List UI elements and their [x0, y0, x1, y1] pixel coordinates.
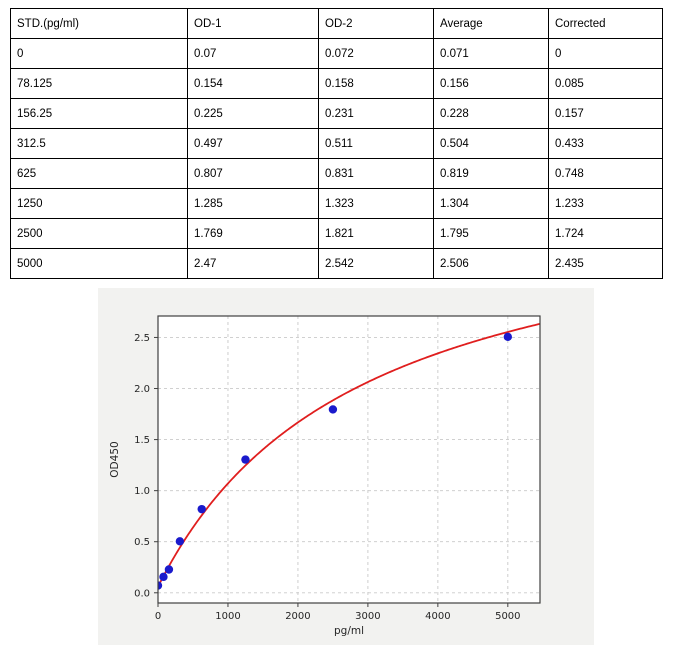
table-cell: 2.47	[187, 248, 319, 279]
table-cell: 0.231	[318, 98, 434, 129]
table-cell: 2.435	[548, 248, 663, 279]
table-cell: 0	[548, 38, 663, 69]
y-tick-label: 1.5	[134, 435, 150, 446]
table-cell: 0.433	[548, 128, 663, 159]
y-tick-label: 0.0	[134, 588, 150, 599]
table-cell: 0.156	[433, 68, 549, 99]
x-tick-label: 0	[155, 611, 161, 622]
table-cell: 625	[10, 158, 188, 189]
x-tick-label: 4000	[425, 611, 450, 622]
table-row: 1250 1.285 1.323 1.304 1.233	[10, 188, 663, 219]
data-point	[241, 455, 250, 464]
table-row: 78.125 0.154 0.158 0.156 0.085	[10, 68, 663, 99]
table-cell: 0.158	[318, 68, 434, 99]
table-cell: 0.497	[187, 128, 319, 159]
table-cell: 1250	[10, 188, 188, 219]
table-cell: 1.795	[433, 218, 549, 249]
y-tick-label: 0.5	[134, 537, 150, 548]
table-cell: 0.228	[433, 98, 549, 129]
table-row: 2500 1.769 1.821 1.795 1.724	[10, 218, 663, 249]
data-point	[197, 504, 206, 514]
x-tick-label: 1000	[215, 611, 240, 622]
data-point	[503, 332, 513, 342]
column-header: STD.(pg/ml)	[10, 8, 188, 39]
table-row: 5000 2.47 2.542 2.506 2.435	[10, 248, 663, 279]
column-header: Corrected	[548, 8, 663, 39]
table-cell: 0.511	[318, 128, 434, 159]
table-cell: 0	[10, 38, 188, 69]
table-cell: 0.072	[318, 38, 434, 69]
data-point	[328, 405, 338, 414]
table-cell: 78.125	[10, 68, 188, 99]
table-cell: 0.831	[318, 158, 434, 189]
table-cell: 0.504	[433, 128, 549, 159]
table-cell: 0.807	[187, 158, 319, 189]
table-cell: 0.071	[433, 38, 549, 69]
data-point	[175, 537, 185, 546]
table-cell: 1.821	[318, 218, 434, 249]
data-point	[164, 565, 174, 574]
fit-curve	[158, 322, 540, 588]
table-cell: 2.542	[318, 248, 434, 279]
plot-area	[158, 316, 540, 603]
table-cell: 0.07	[187, 38, 319, 69]
table-cell: 0.748	[548, 158, 663, 189]
y-tick-label: 2.0	[134, 384, 150, 395]
table-cell: 2.506	[433, 248, 549, 279]
y-tick-label: 2.5	[134, 333, 150, 344]
table-cell: 1.285	[187, 188, 319, 219]
table-cell: 1.304	[433, 188, 549, 219]
axes-frame	[157, 315, 541, 604]
table-cell: 0.157	[548, 98, 663, 129]
table-header-row: STD.(pg/ml) OD-1 OD-2 Average Corrected	[10, 8, 663, 39]
table-row: 312.5 0.497 0.511 0.504 0.433	[10, 128, 663, 159]
table-cell: 1.724	[548, 218, 663, 249]
x-axis-label: pg/ml	[334, 625, 364, 637]
column-header: OD-1	[187, 8, 319, 39]
standard-curve-panel: 0 1000 2000 3000 4000 5000 0.0 0.5 1.0 1.5 2.0 2.5 p…	[98, 288, 594, 645]
y-tick-label: 1.0	[134, 486, 150, 497]
table-row: 156.25 0.225 0.231 0.228 0.157	[10, 98, 663, 129]
table-cell: 0.225	[187, 98, 319, 129]
table-row: 625 0.807 0.831 0.819 0.748	[10, 158, 663, 189]
table-cell: 312.5	[10, 128, 188, 159]
table-cell: 0.085	[548, 68, 663, 99]
table-row: 0 0.07 0.072 0.071 0	[10, 38, 663, 69]
column-header: OD-2	[318, 8, 434, 39]
table-cell: 1.769	[187, 218, 319, 249]
table-cell: 1.323	[318, 188, 434, 219]
y-axis-label: OD450	[109, 441, 121, 477]
table-cell: 156.25	[10, 98, 188, 129]
standard-curve-chart: 0 1000 2000 3000 4000 5000 0.0 0.5 1.0 1.5 2.0 2.5 p…	[109, 315, 541, 637]
table-cell: 0.819	[433, 158, 549, 189]
column-header: Average	[433, 8, 549, 39]
standards-table: STD.(pg/ml) OD-1 OD-2 Average Corrected 0 0.0…	[10, 8, 663, 279]
x-tick-label: 2000	[285, 611, 310, 622]
table-cell: 5000	[10, 248, 188, 279]
x-tick-label: 3000	[355, 611, 380, 622]
data-point	[159, 572, 168, 582]
table-cell: 1.233	[548, 188, 663, 219]
data-point	[158, 581, 163, 590]
x-tick-label: 5000	[495, 611, 520, 622]
table-cell: 0.154	[187, 68, 319, 99]
table-cell: 2500	[10, 218, 188, 249]
